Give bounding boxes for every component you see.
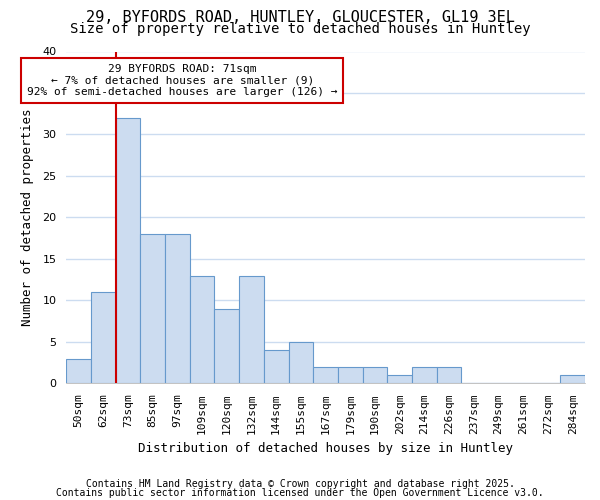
Text: Size of property relative to detached houses in Huntley: Size of property relative to detached ho…: [70, 22, 530, 36]
Y-axis label: Number of detached properties: Number of detached properties: [21, 108, 34, 326]
Text: Contains public sector information licensed under the Open Government Licence v3: Contains public sector information licen…: [56, 488, 544, 498]
Bar: [264, 350, 289, 384]
Bar: [289, 342, 313, 384]
Bar: [91, 292, 116, 384]
Bar: [338, 367, 362, 384]
Text: 29, BYFORDS ROAD, HUNTLEY, GLOUCESTER, GL19 3EL: 29, BYFORDS ROAD, HUNTLEY, GLOUCESTER, G…: [86, 10, 514, 25]
Bar: [165, 234, 190, 384]
Bar: [140, 234, 165, 384]
Bar: [388, 375, 412, 384]
Bar: [214, 309, 239, 384]
Text: 29 BYFORDS ROAD: 71sqm
← 7% of detached houses are smaller (9)
92% of semi-detac: 29 BYFORDS ROAD: 71sqm ← 7% of detached …: [27, 64, 338, 97]
Bar: [362, 367, 388, 384]
X-axis label: Distribution of detached houses by size in Huntley: Distribution of detached houses by size …: [138, 442, 513, 455]
Bar: [313, 367, 338, 384]
Text: Contains HM Land Registry data © Crown copyright and database right 2025.: Contains HM Land Registry data © Crown c…: [86, 479, 514, 489]
Bar: [239, 276, 264, 384]
Bar: [437, 367, 461, 384]
Bar: [412, 367, 437, 384]
Bar: [116, 118, 140, 384]
Bar: [66, 358, 91, 384]
Bar: [190, 276, 214, 384]
Bar: [560, 375, 585, 384]
